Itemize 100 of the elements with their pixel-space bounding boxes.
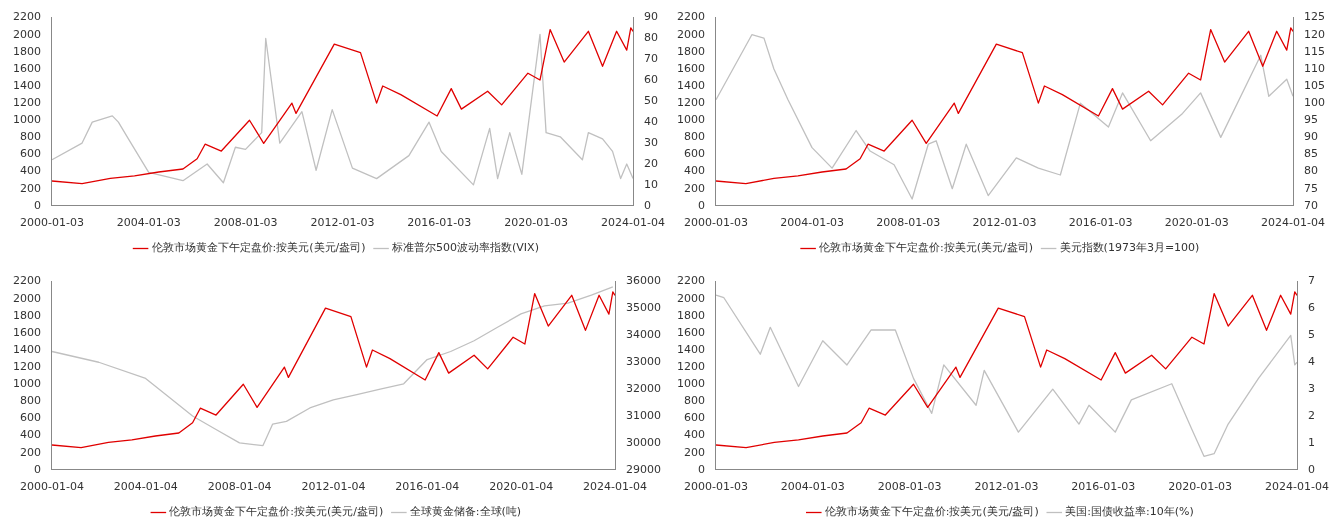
- y2-tick-label: 120: [1304, 27, 1325, 41]
- y2-tick-label: 125: [1304, 10, 1325, 24]
- y2-tick-label: 100: [1304, 96, 1325, 109]
- y-tick-label: 2200: [12, 10, 41, 24]
- y-tick-label: 2200: [12, 274, 41, 288]
- y2-tick-label: 3: [1308, 382, 1316, 395]
- y-tick-label: 1000: [676, 377, 705, 391]
- y2-tick-label: 32000: [626, 382, 662, 395]
- x-tick-label: 2016-01-04: [395, 480, 460, 494]
- y-tick-label: 200: [683, 181, 705, 195]
- legend-label: 标准普尔500波动率指数(VIX): [391, 241, 539, 255]
- x-tick-label: 2000-01-03: [684, 216, 748, 230]
- x-tick-label: 2020-01-03: [504, 216, 569, 230]
- x-tick-label: 2012-01-03: [974, 480, 1039, 494]
- x-tick-label: 2004-01-03: [116, 216, 181, 230]
- y2-tick-label: 5: [1308, 328, 1316, 342]
- y-tick-label: 200: [19, 181, 41, 195]
- x-tick-label: 2020-01-03: [1168, 480, 1233, 494]
- x-tick-label: 2012-01-04: [301, 480, 366, 494]
- x-tick-label: 2000-01-03: [20, 216, 84, 230]
- x-tick-label: 2016-01-03: [1068, 216, 1133, 230]
- x-tick-label: 2008-01-04: [207, 480, 272, 494]
- x-tick-label: 2008-01-03: [213, 216, 278, 230]
- y-tick-label: 2200: [676, 10, 705, 24]
- legend-label: 美元指数(1973年3月=100): [1059, 241, 1200, 255]
- x-tick-label: 2008-01-03: [877, 480, 942, 494]
- y-tick-label: 1800: [12, 308, 41, 322]
- y-tick-label: 2000: [676, 27, 705, 41]
- y2-tick-label: 70: [1304, 198, 1318, 212]
- x-tick-label: 2016-01-03: [1071, 480, 1136, 494]
- y2-tick-label: 10: [644, 177, 659, 191]
- y2-tick-label: 30: [644, 135, 659, 149]
- y-tick-label: 800: [683, 130, 705, 144]
- y-tick-label: 0: [697, 462, 705, 476]
- y-tick-label: 0: [697, 198, 705, 212]
- y2-tick-label: 7: [1308, 274, 1316, 288]
- y-tick-label: 1400: [676, 342, 705, 356]
- legend-label: 美国:国债收益率:10年(%): [1065, 505, 1194, 519]
- y-tick-label: 400: [683, 428, 705, 442]
- y-tick-label: 1200: [12, 360, 41, 373]
- y-tick-label: 1400: [676, 78, 705, 92]
- x-tick-label: 2020-01-04: [489, 480, 554, 494]
- y2-tick-label: 105: [1304, 78, 1325, 92]
- y2-tick-label: 75: [1304, 181, 1318, 195]
- y-tick-label: 1800: [12, 44, 41, 58]
- x-tick-label: 2024-01-04: [583, 480, 647, 494]
- y-tick-label: 1800: [676, 44, 705, 58]
- y-tick-label: 1200: [676, 96, 705, 109]
- y-tick-label: 200: [683, 445, 705, 459]
- x-tick-label: 2004-01-03: [780, 216, 845, 230]
- x-tick-label: 2024-01-04: [1265, 480, 1330, 494]
- y-tick-label: 400: [19, 164, 41, 178]
- y2-tick-label: 95: [1304, 113, 1318, 127]
- y-tick-label: 800: [19, 130, 41, 144]
- y2-tick-label: 80: [1304, 164, 1318, 178]
- x-tick-label: 2024-01-04: [1261, 216, 1325, 230]
- x-tick-label: 2004-01-03: [780, 480, 845, 494]
- y2-tick-label: 30000: [626, 435, 662, 449]
- y-tick-label: 1200: [12, 96, 41, 109]
- y-tick-label: 1400: [12, 78, 41, 92]
- x-tick-label: 2000-01-03: [684, 480, 748, 494]
- y-tick-label: 1600: [676, 325, 705, 339]
- y-tick-label: 0: [33, 198, 41, 212]
- y2-tick-label: 50: [644, 94, 659, 108]
- y-tick-label: 1000: [12, 377, 41, 391]
- y2-tick-label: 33000: [626, 355, 662, 369]
- y2-tick-label: 90: [1304, 130, 1318, 144]
- y2-tick-label: 4: [1308, 355, 1316, 369]
- y-tick-label: 1800: [676, 308, 705, 322]
- y-tick-label: 2200: [676, 274, 705, 288]
- y-tick-label: 2000: [12, 291, 41, 305]
- y2-tick-label: 40: [644, 115, 659, 129]
- y2-tick-label: 90: [644, 10, 659, 24]
- y-tick-label: 400: [683, 164, 705, 178]
- y-tick-label: 2000: [676, 291, 705, 305]
- legend-label: 伦敦市场黄金下午定盘价:按美元(美元/盎司): [151, 241, 366, 255]
- y2-tick-label: 0: [644, 198, 652, 212]
- x-tick-label: 2008-01-03: [876, 216, 941, 230]
- y-tick-label: 1600: [12, 325, 41, 339]
- y-tick-label: 1600: [676, 61, 705, 75]
- y2-tick-label: 85: [1304, 147, 1318, 161]
- y-tick-label: 0: [33, 462, 41, 476]
- legend-label: 伦敦市场黄金下午定盘价:按美元(美元/盎司): [824, 505, 1039, 519]
- y-tick-label: 600: [19, 411, 41, 425]
- x-tick-label: 2020-01-03: [1164, 216, 1229, 230]
- y2-tick-label: 110: [1304, 61, 1325, 75]
- y-tick-label: 1200: [676, 360, 705, 373]
- y2-tick-label: 31000: [626, 408, 662, 422]
- x-tick-label: 2024-01-04: [601, 216, 666, 230]
- x-tick-label: 2012-01-03: [310, 216, 375, 230]
- y2-tick-label: 70: [644, 52, 659, 66]
- y2-tick-label: 80: [644, 31, 659, 45]
- y-tick-label: 400: [19, 428, 41, 442]
- y-tick-label: 2000: [12, 27, 41, 41]
- y-tick-label: 1600: [12, 61, 41, 75]
- y-tick-label: 1400: [12, 342, 41, 356]
- y2-tick-label: 115: [1304, 44, 1325, 58]
- y2-tick-label: 36000: [626, 274, 662, 288]
- y2-tick-label: 34000: [626, 328, 662, 342]
- y-tick-label: 600: [19, 147, 41, 161]
